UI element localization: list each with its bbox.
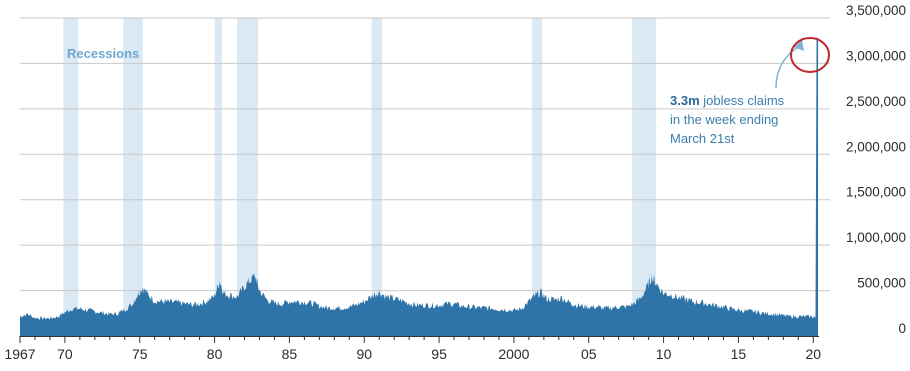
x-tick-label-8: 05: [581, 346, 597, 362]
y-tick-label-1: 500,000: [857, 276, 906, 291]
annotation-arrow: [775, 45, 801, 89]
recession-band-4: [371, 18, 383, 336]
recession-band-5: [531, 18, 543, 336]
x-tick-label-3: 80: [207, 346, 223, 362]
y-tick-label-4: 2,000,000: [846, 139, 906, 154]
recession-band-6: [632, 18, 657, 336]
y-tick-label-7: 3,500,000: [846, 3, 906, 18]
y-tick-label-6: 3,000,000: [846, 48, 906, 63]
x-tick-label-0: 1967: [4, 346, 35, 362]
recessions-label: Recessions: [67, 46, 139, 61]
annotation-bold: 3.3m: [670, 93, 700, 108]
annotation-line-3: March 21st: [670, 131, 735, 146]
y-tick-label-0: 0: [898, 321, 906, 336]
x-tick-label-5: 90: [356, 346, 372, 362]
annotation: 3.3m jobless claims in the week ending M…: [670, 37, 830, 146]
x-axis: 1967 70 75 80 85 90 95 2000 05 10 15 20: [4, 336, 821, 362]
x-tick-label-10: 15: [731, 346, 747, 362]
recession-band-0: [63, 18, 79, 336]
recession-band-2: [214, 18, 223, 336]
annotation-text-1: jobless claims: [702, 93, 784, 108]
y-axis: 0 500,000 1,000,000 1,500,000 2,000,000 2,500…: [846, 3, 906, 336]
recession-band-1: [123, 18, 143, 336]
x-tick-label-11: 20: [805, 346, 821, 362]
highlight-circle: [790, 37, 830, 73]
x-tick-label-2: 75: [132, 346, 148, 362]
x-tick-label-9: 10: [656, 346, 672, 362]
gridlines: [20, 17, 830, 292]
recession-bands: [63, 18, 657, 336]
annotation-arrowhead: [794, 40, 804, 51]
x-tick-label-7: 2000: [498, 346, 529, 362]
annotation-line-1: 3.3m jobless claims: [670, 93, 785, 108]
y-tick-label-5: 2,500,000: [846, 94, 906, 109]
x-tick-label-4: 85: [282, 346, 298, 362]
y-tick-label-2: 1,000,000: [846, 230, 906, 245]
x-tick-label-6: 95: [431, 346, 447, 362]
recession-band-3: [237, 18, 258, 336]
y-tick-label-3: 1,500,000: [846, 185, 906, 200]
x-tick-label-1: 70: [57, 346, 73, 362]
annotation-line-2: in the week ending: [670, 112, 778, 127]
